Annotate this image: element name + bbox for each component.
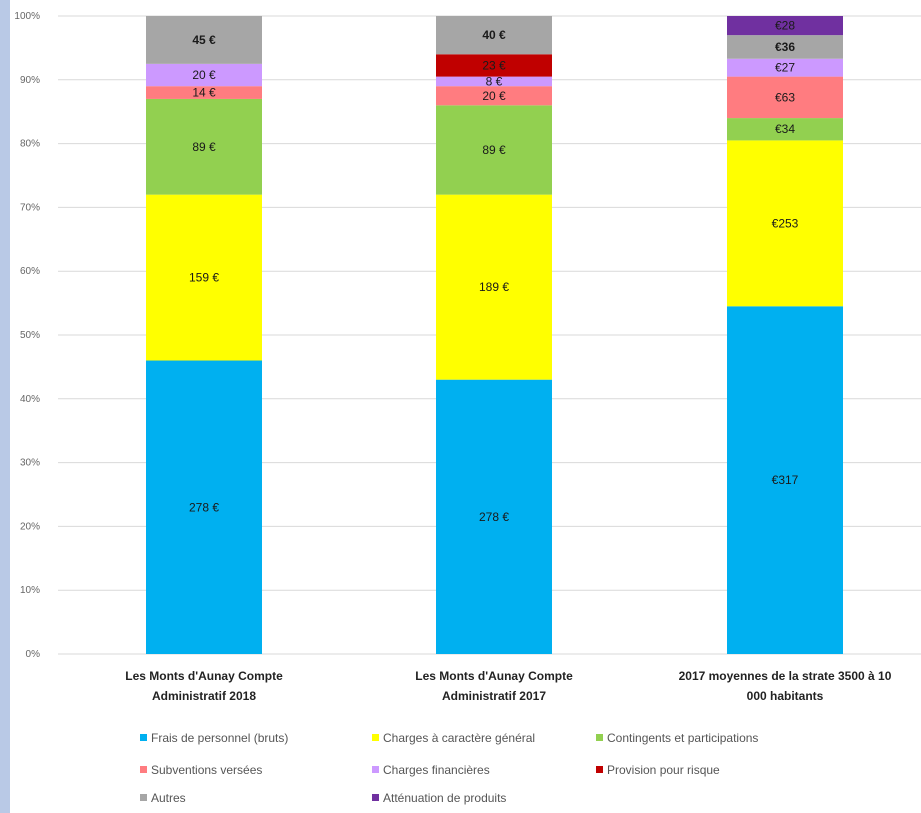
bar-segment (436, 86, 552, 106)
y-tick-label: 100% (14, 11, 40, 22)
bar-segment (727, 76, 843, 119)
data-label: €36 (775, 40, 795, 54)
category-label: Administratif 2017 (442, 689, 546, 703)
bar-segment (727, 16, 843, 36)
data-label: €28 (775, 19, 795, 33)
legend-label: Autres (151, 791, 186, 805)
data-label: 159 € (189, 271, 219, 285)
left-border-strip (0, 0, 10, 813)
data-label: €253 (772, 216, 799, 230)
bar-segment (727, 118, 843, 141)
data-label: 23 € (482, 58, 506, 72)
data-label: 278 € (479, 510, 509, 524)
data-label: 8 € (486, 74, 503, 88)
category-label: Administratif 2018 (152, 689, 256, 703)
bar-segment (436, 105, 552, 195)
data-label: €34 (775, 122, 795, 136)
data-label: €63 (775, 90, 795, 104)
category-label: Les Monts d'Aunay Compte (125, 669, 283, 683)
data-label: €317 (772, 473, 799, 487)
legend-swatch (372, 766, 379, 773)
bar-segment (727, 58, 843, 77)
legend-swatch (372, 734, 379, 741)
bar-segment (146, 16, 262, 64)
y-tick-label: 40% (20, 394, 40, 405)
legend-swatch (140, 794, 147, 801)
bar-segment (146, 98, 262, 195)
legend-label: Charges à caractère général (383, 731, 535, 745)
data-label: 89 € (482, 143, 506, 157)
data-label: 40 € (482, 28, 506, 42)
data-label: 20 € (482, 89, 506, 103)
y-tick-label: 60% (20, 266, 40, 277)
data-label: 20 € (192, 68, 216, 82)
bar-segment (727, 140, 843, 307)
legend-label: Frais de personnel (bruts) (151, 731, 288, 745)
legend-label: Atténuation de produits (383, 791, 506, 805)
data-label: 89 € (192, 140, 216, 154)
bar-segment (436, 54, 552, 77)
legend-swatch (596, 766, 603, 773)
bar-segment (436, 76, 552, 87)
legend-label: Contingents et participations (607, 731, 758, 745)
y-tick-label: 50% (20, 330, 40, 341)
legend-swatch (596, 734, 603, 741)
y-tick-label: 0% (26, 649, 41, 660)
bar-segment (436, 379, 552, 654)
bar-segment (727, 306, 843, 654)
bar-segment (436, 194, 552, 380)
y-tick-label: 30% (20, 458, 40, 469)
data-label: 45 € (192, 33, 216, 47)
y-tick-label: 80% (20, 139, 40, 150)
y-tick-label: 90% (20, 75, 40, 86)
y-tick-label: 10% (20, 585, 40, 596)
data-label: €27 (775, 61, 795, 75)
category-label: 2017 moyennes de la strate 3500 à 10 (679, 669, 892, 683)
legend-swatch (140, 734, 147, 741)
bar-segment (146, 194, 262, 361)
category-label: Les Monts d'Aunay Compte (415, 669, 573, 683)
bar-segment (146, 63, 262, 87)
category-label: 000 habitants (747, 689, 824, 703)
data-label: 278 € (189, 500, 219, 514)
legend-swatch (372, 794, 379, 801)
legend-swatch (140, 766, 147, 773)
legend-label: Provision pour risque (607, 763, 720, 777)
bar-segment (436, 16, 552, 55)
y-tick-label: 70% (20, 202, 40, 213)
y-tick-label: 20% (20, 521, 40, 532)
data-label: 189 € (479, 280, 509, 294)
legend-label: Subventions versées (151, 763, 262, 777)
bar-segment (146, 360, 262, 654)
bar-segment (146, 86, 262, 99)
legend-label: Charges financières (383, 763, 490, 777)
data-label: 14 € (192, 86, 216, 100)
bar-segment (727, 35, 843, 59)
